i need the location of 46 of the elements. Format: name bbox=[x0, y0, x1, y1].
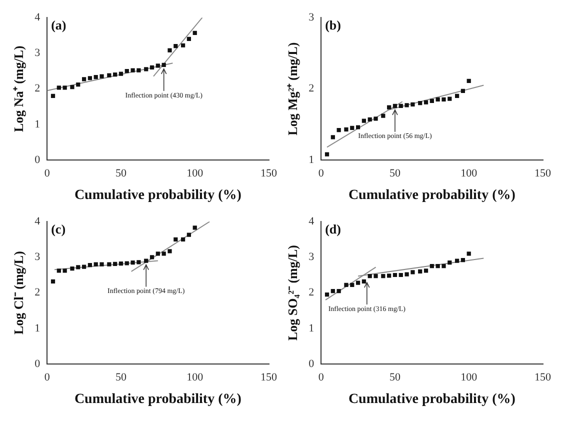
y-tick-label: 0 bbox=[34, 154, 41, 166]
y-tick-label: 0 bbox=[34, 358, 41, 370]
y-tick-label: 0 bbox=[308, 358, 315, 370]
chart-title: (b) bbox=[325, 17, 341, 32]
y-tick-label: 1 bbox=[308, 154, 314, 166]
y-tick-label: 2 bbox=[308, 82, 314, 95]
x-tick-label: 50 bbox=[115, 371, 127, 384]
x-tick-label: 0 bbox=[44, 371, 50, 384]
y-tick-label: 4 bbox=[34, 11, 41, 24]
x-axis-title: Cumulative probability (%) bbox=[348, 188, 516, 204]
y-axis-title: Log Mg²⁺ (mg/L) bbox=[285, 42, 300, 136]
x-tick-label: 0 bbox=[318, 167, 324, 180]
x-tick-label: 0 bbox=[44, 167, 50, 180]
y-tick-label: 3 bbox=[308, 11, 315, 24]
y-tick-label: 1 bbox=[308, 322, 314, 334]
x-tick-label: 100 bbox=[186, 167, 204, 180]
x-tick-label: 100 bbox=[460, 167, 478, 180]
x-tick-label: 50 bbox=[389, 371, 401, 384]
chart-title: (d) bbox=[325, 221, 341, 236]
x-tick-label: 150 bbox=[534, 167, 552, 180]
y-tick-label: 2 bbox=[34, 82, 40, 95]
x-axis-title: Cumulative probability (%) bbox=[74, 392, 242, 408]
y-tick-label: 4 bbox=[34, 215, 41, 228]
x-tick-label: 0 bbox=[318, 371, 324, 384]
y-axis-title: Log Cl⁻ (mg/L) bbox=[11, 251, 26, 335]
x-tick-label: 150 bbox=[534, 371, 552, 384]
y-tick-label: 1 bbox=[34, 322, 40, 334]
chart-title: (a) bbox=[51, 17, 66, 32]
y-tick-label: 3 bbox=[34, 251, 41, 264]
x-tick-label: 100 bbox=[460, 371, 478, 384]
y-tick-label: 4 bbox=[308, 215, 315, 228]
x-tick-label: 50 bbox=[115, 167, 127, 180]
x-axis-title: Cumulative probability (%) bbox=[74, 188, 242, 204]
y-axis-title: Log Na⁺ (mg/L) bbox=[11, 46, 26, 132]
y-tick-label: 2 bbox=[308, 286, 314, 299]
chart-title: (c) bbox=[51, 221, 66, 236]
x-tick-label: 150 bbox=[260, 371, 278, 384]
x-tick-label: 50 bbox=[389, 167, 401, 180]
y-tick-label: 3 bbox=[308, 251, 315, 264]
y-tick-label: 3 bbox=[34, 47, 41, 60]
y-axis-title: Log SO₄²⁻ (mg/L) bbox=[285, 245, 300, 341]
x-tick-label: 150 bbox=[260, 167, 278, 180]
x-axis-title: Cumulative probability (%) bbox=[348, 392, 516, 408]
x-tick-label: 100 bbox=[186, 371, 204, 384]
y-tick-label: 2 bbox=[34, 286, 40, 299]
y-tick-label: 1 bbox=[34, 118, 40, 130]
